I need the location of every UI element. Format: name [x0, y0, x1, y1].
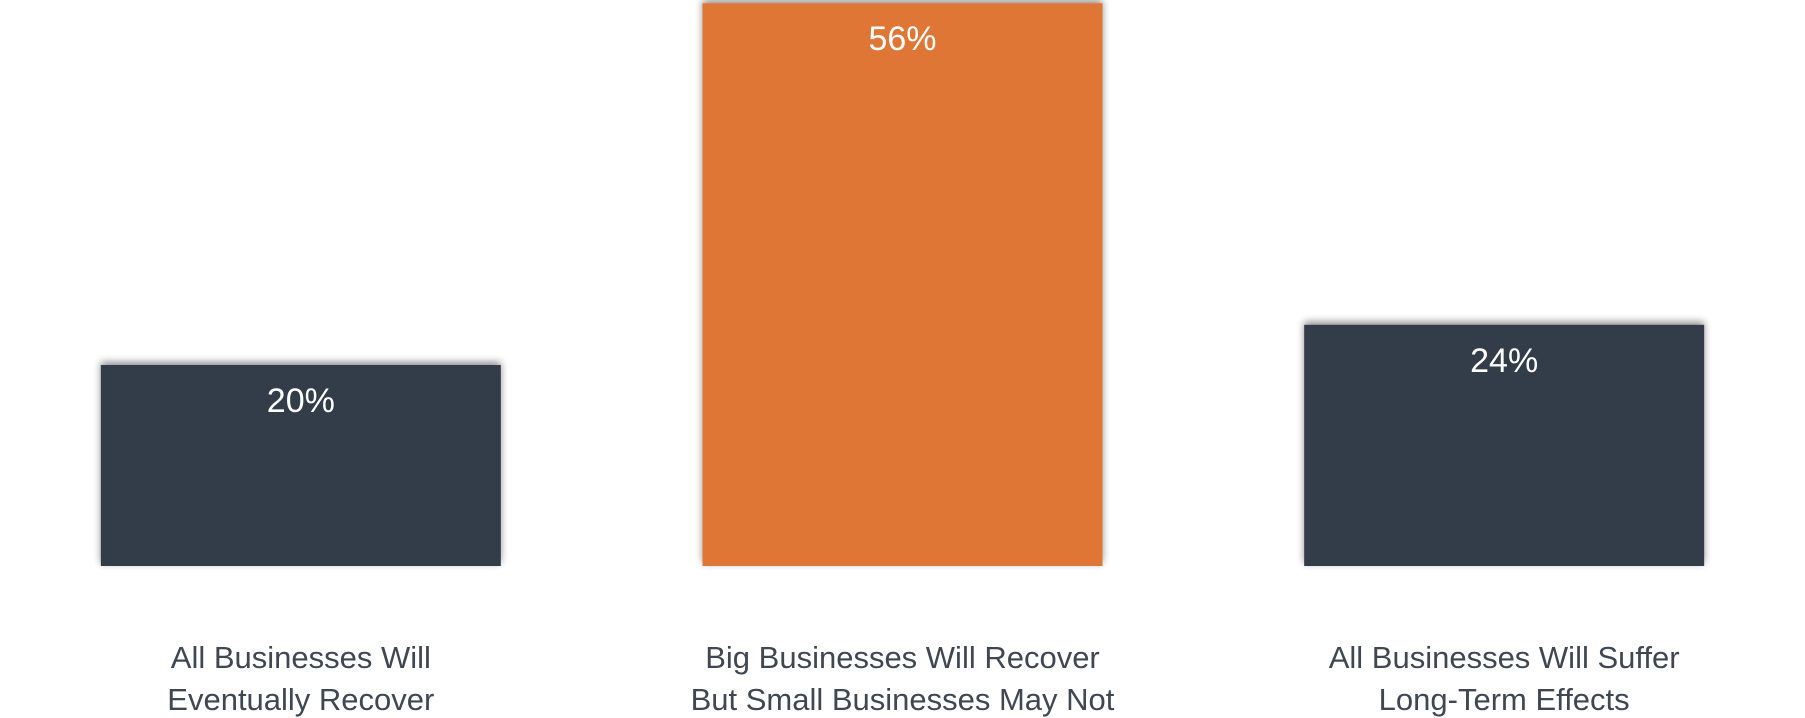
- category-label: Long-Term Effects: [1379, 682, 1630, 717]
- bar-value-label: 24%: [1470, 342, 1538, 380]
- bars: [100, 3, 1705, 566]
- category-label: All Businesses Will Suffer: [1329, 640, 1680, 675]
- category-label: Eventually Recover: [167, 682, 434, 717]
- category-label: All Businesses Will: [171, 640, 431, 675]
- category-label: Big Businesses Will Recover: [705, 640, 1100, 675]
- bar-value-label: 56%: [868, 20, 936, 58]
- bar: [1304, 324, 1705, 566]
- bar: [100, 365, 501, 566]
- category-labels: All Businesses Will Eventually Recover Big…: [167, 640, 1679, 717]
- bar-value-label: 20%: [267, 382, 335, 420]
- value-labels: 20% 56% 24%: [267, 20, 1538, 420]
- bar: [702, 3, 1103, 566]
- category-label: But Small Businesses May Not: [691, 682, 1115, 717]
